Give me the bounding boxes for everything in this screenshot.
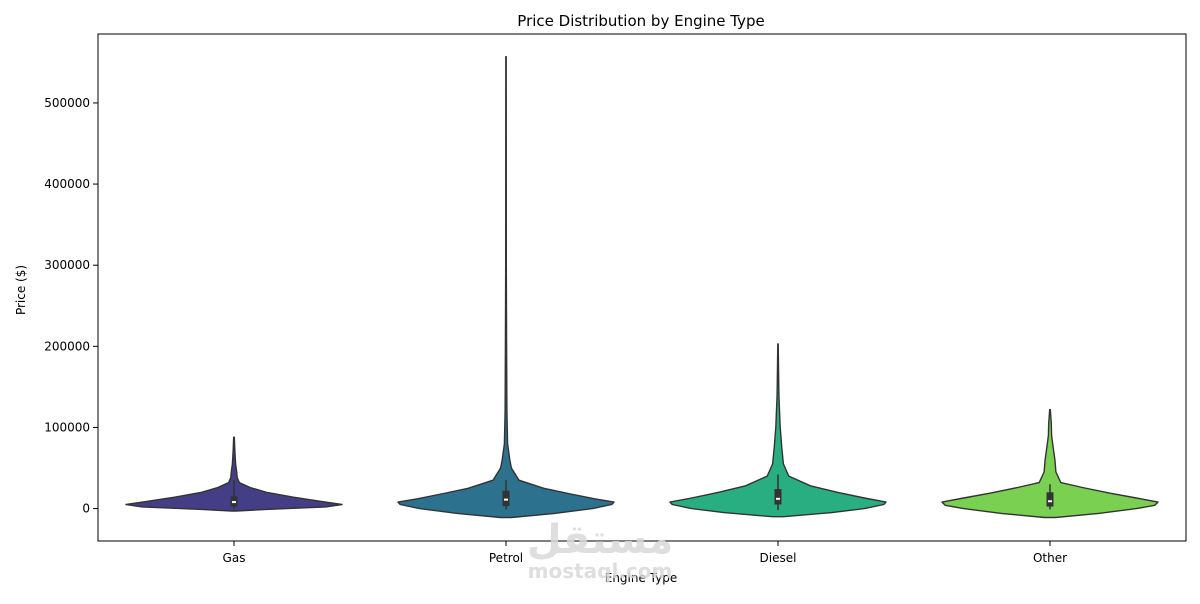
y-tick-label: 0 (82, 502, 90, 516)
violin-gas (125, 436, 343, 512)
x-tick-label: Other (1033, 551, 1067, 565)
iqr-box-diesel (774, 489, 782, 505)
iqr-box-other (1046, 492, 1054, 507)
y-tick-label: 200000 (44, 339, 90, 353)
iqr-box-petrol (502, 490, 510, 507)
median-marker-gas (232, 501, 236, 504)
plot-frame (97, 33, 1187, 542)
y-tick-label: 100000 (44, 420, 90, 434)
chart-title: Price Distribution by Engine Type (517, 12, 764, 30)
violin-other (941, 408, 1159, 519)
median-marker-other (1048, 500, 1052, 503)
y-tick-label: 400000 (44, 177, 90, 191)
violin-petrol (397, 56, 615, 519)
y-tick-label: 500000 (44, 96, 90, 110)
x-tick-label: Diesel (760, 551, 797, 565)
median-marker-petrol (504, 498, 508, 501)
x-tick-label: Gas (223, 551, 246, 565)
y-tick-label: 300000 (44, 258, 90, 272)
median-marker-diesel (776, 497, 780, 500)
plot-area: 0 100000 200000 300000 400000 500000 Gas Petrol… (44, 56, 1159, 565)
x-axis-label: Engine Type (605, 571, 678, 585)
violin-diesel (669, 343, 887, 518)
y-axis-label: Price ($) (14, 265, 28, 315)
x-tick-label: Petrol (489, 551, 523, 565)
